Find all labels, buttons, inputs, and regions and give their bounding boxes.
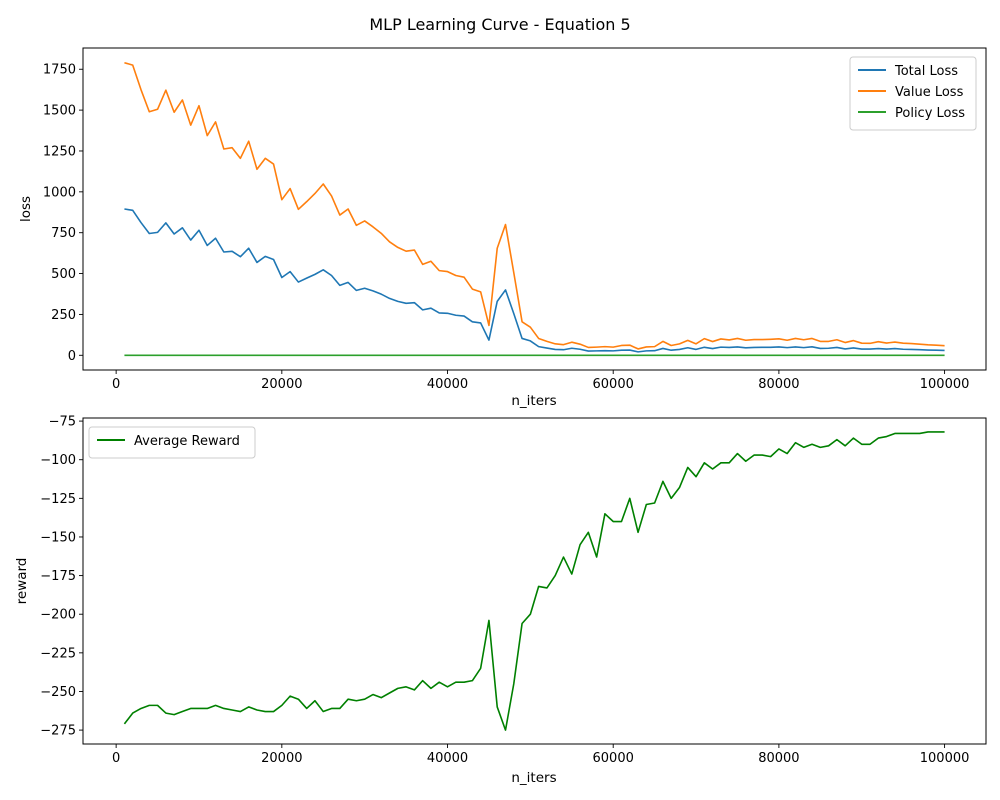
legend-entry-label: Value Loss	[895, 85, 964, 100]
loss-xtick-label: 60000	[593, 377, 634, 392]
loss-ytick-label: 250	[51, 308, 76, 323]
reward-ytick-label: −75	[49, 415, 76, 430]
reward-chart-legend: Average Reward	[88, 426, 256, 459]
loss-chart: 0 20000 40000 60000 80000 100000 0 250 500 750 100…	[18, 47, 987, 409]
reward-ytick-label: −150	[40, 530, 76, 545]
loss-ytick-label: 1500	[43, 104, 76, 119]
reward-xtick-label: 100000	[920, 751, 970, 766]
reward-ytick-label: −100	[40, 453, 76, 468]
reward-xtick-label: 60000	[593, 751, 634, 766]
loss-xtick-label: 0	[112, 377, 120, 392]
loss-chart-xlabel: n_iters	[511, 393, 556, 409]
reward-chart-lines	[123, 431, 945, 731]
legend-entry-label: Policy Loss	[895, 106, 965, 121]
reward-xtick-label: 80000	[758, 751, 799, 766]
loss-xtick-label: 20000	[261, 377, 302, 392]
loss-xtick-label: 100000	[920, 377, 970, 392]
loss-ytick-label: 1000	[43, 185, 76, 200]
loss-chart-frame	[82, 47, 987, 371]
reward-ytick-label: −250	[40, 685, 76, 700]
reward-chart-frame	[82, 417, 987, 745]
reward-ytick-label: −200	[40, 608, 76, 623]
loss-xtick-label: 40000	[427, 377, 468, 392]
series-line-total-loss	[124, 208, 945, 353]
loss-chart-lines	[124, 61, 945, 357]
reward-xtick-label: 0	[112, 751, 120, 766]
series-line-value-loss	[124, 61, 945, 350]
reward-chart-xlabel: n_iters	[511, 770, 556, 786]
legend-entry-label: Average Reward	[134, 434, 240, 449]
loss-chart-ylabel: loss	[18, 196, 34, 222]
loss-chart-ticks: 0 20000 40000 60000 80000 100000 0 250 500 750 100…	[43, 63, 969, 392]
loss-ytick-label: 500	[51, 267, 76, 282]
reward-ytick-label: −175	[40, 569, 76, 584]
loss-chart-legend: Total Loss Value Loss Policy Loss	[849, 56, 977, 131]
reward-xtick-label: 40000	[427, 751, 468, 766]
loss-ytick-label: 1250	[43, 144, 76, 159]
loss-ytick-label: 0	[68, 349, 76, 364]
reward-ytick-label: −225	[40, 646, 76, 661]
figure-title: MLP Learning Curve - Equation 5	[369, 15, 630, 34]
reward-chart-ylabel: reward	[14, 558, 30, 605]
reward-chart-ticks: 0 20000 40000 60000 80000 100000 −275 −250 −225 −…	[40, 415, 969, 766]
reward-ytick-label: −275	[40, 724, 76, 739]
reward-chart: 0 20000 40000 60000 80000 100000 −275 −250 −225 −…	[14, 415, 987, 786]
legend-entry-label: Total Loss	[894, 64, 958, 79]
reward-xtick-label: 20000	[261, 751, 302, 766]
loss-xtick-label: 80000	[758, 377, 799, 392]
loss-ytick-label: 750	[51, 226, 76, 241]
reward-ytick-label: −125	[40, 492, 76, 507]
series-line-average-reward	[123, 431, 945, 731]
reward-legend-box	[88, 426, 256, 459]
loss-ytick-label: 1750	[43, 63, 76, 78]
